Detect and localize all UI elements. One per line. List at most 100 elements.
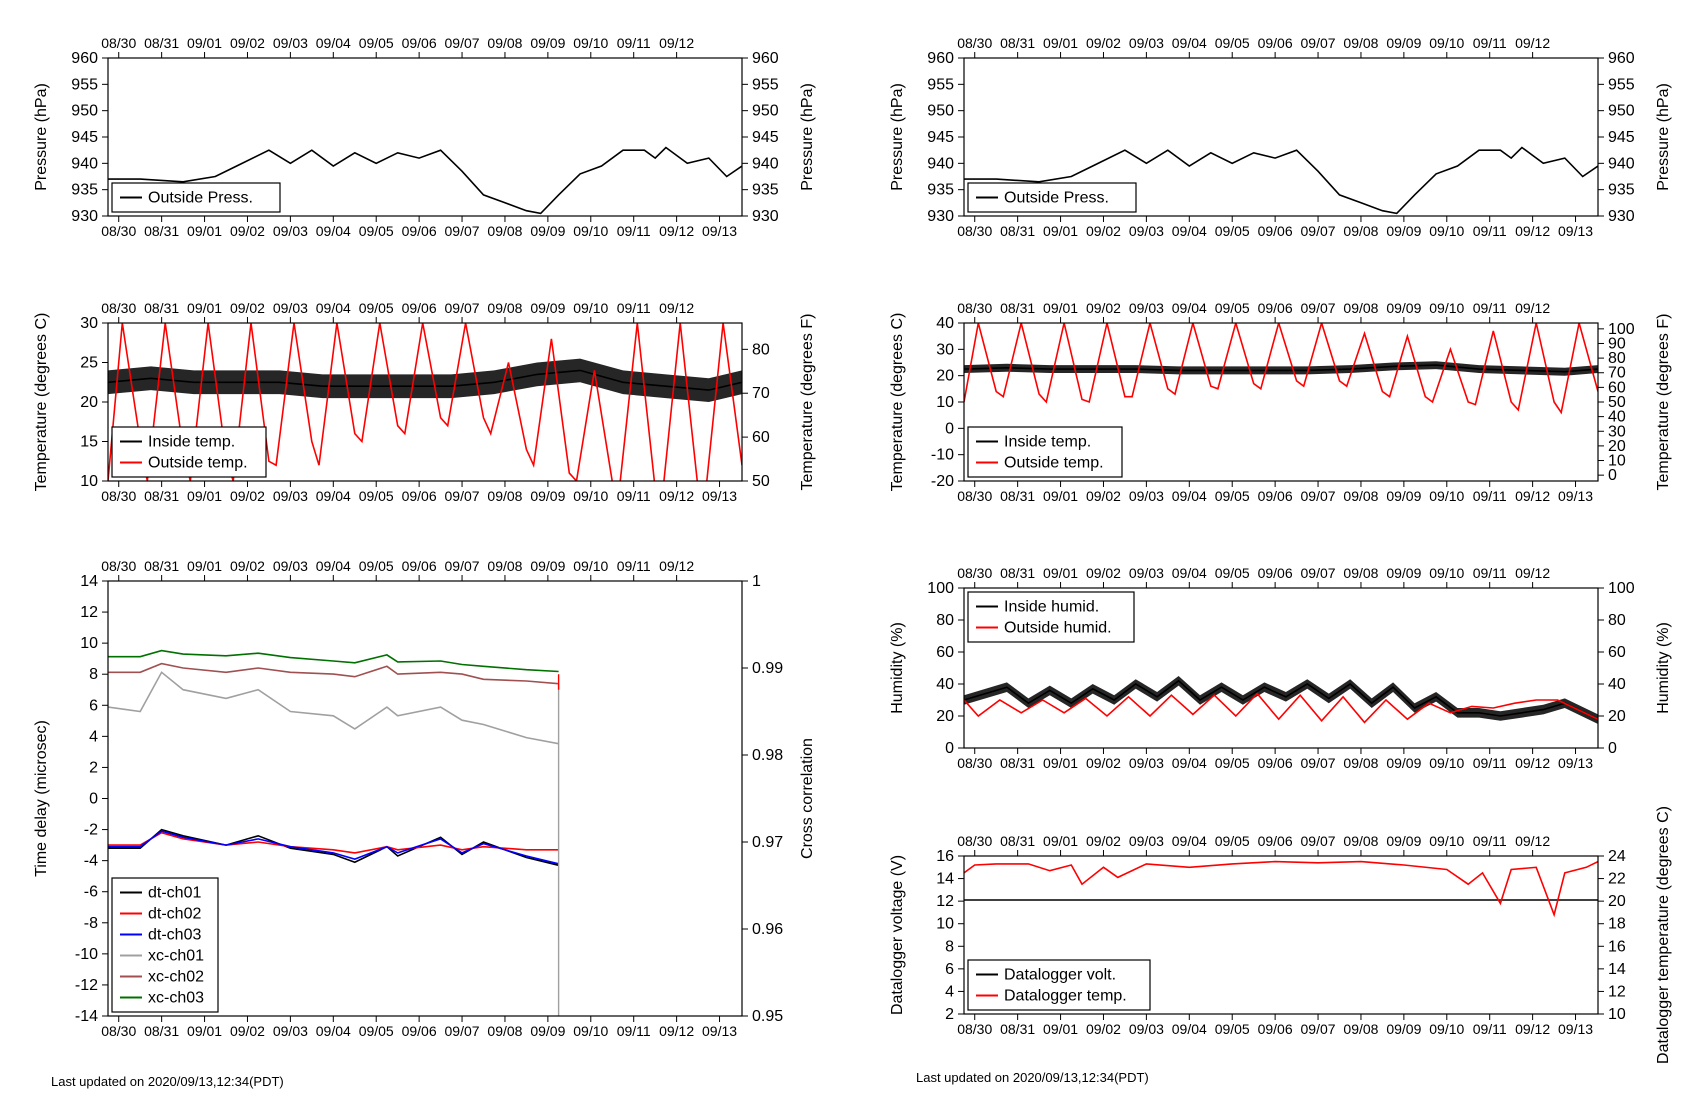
datalogger-legend-label: Datalogger temp. [1004,988,1127,1005]
pressure-right-bottom-tick-label: 09/11 [1473,223,1507,239]
datalogger-top-tick-label: 09/10 [1429,833,1464,849]
temp-right-right-tick-label: 80 [1608,350,1626,367]
temp-right-bottom-tick-label: 08/30 [957,488,992,504]
timedelay-top-tick-label: 09/09 [530,558,565,574]
timedelay-top-tick-label: 09/11 [617,558,651,574]
humidity-top-tick-label: 09/07 [1301,565,1336,581]
temp-left-top-tick-label: 09/04 [316,300,351,316]
temp-left-right-tick-label: 80 [752,341,770,358]
humidity-top-tick-label: 09/11 [1473,565,1507,581]
temp-right-bottom-tick-label: 09/05 [1215,488,1250,504]
timedelay-legend: dt-ch01 dt-ch02 dt-ch03 xc-ch01 xc-ch02 xc-ch… [111,877,219,1013]
pressure-right-bottom-tick-label: 08/30 [957,223,992,239]
humidity-top-tick-label: 09/10 [1429,565,1464,581]
timedelay-series-xc-ch02 [108,662,559,685]
timedelay-top-tick-label: 09/10 [573,558,608,574]
pressure-left-left-tick-label: 960 [71,50,98,67]
temp-left-bottom-tick-label: 09/09 [530,488,565,504]
pressure-left-bottom-tick-label: 08/31 [144,223,179,239]
pressure-right-top-tick-label: 09/09 [1386,35,1421,51]
temp-left-top-tick-label: 09/08 [487,300,522,316]
pressure-right-y2label: Pressure (hPa) [1655,83,1672,191]
pressure-left-right-tick-label: 930 [752,208,779,225]
timedelay-left-tick-label: -2 [84,822,98,839]
temp-right-left-tick-label: -10 [931,447,954,464]
pressure-left-right-tick-label: 950 [752,103,779,120]
datalogger-left-tick-label: 4 [945,983,954,1000]
temp-right-legend-label: Inside temp. [1004,434,1091,451]
temp-right-right-tick-label: 0 [1608,467,1617,484]
temp-left-legend: Inside temp. Outside temp. [111,426,267,478]
temp-right-top-tick-label: 09/09 [1386,300,1421,316]
pressure-right-bottom-tick-label: 09/08 [1343,223,1378,239]
pressure-right-bottom-tick-label: 09/02 [1086,223,1121,239]
temp-left-bottom-tick-label: 09/13 [702,488,737,504]
humidity-bottom-tick-label: 09/11 [1473,755,1507,771]
temp-right-top-tick-label: 08/30 [957,300,992,316]
temp-right-bottom-tick-label: 09/07 [1301,488,1336,504]
datalogger-right-tick-label: 24 [1608,848,1626,865]
pressure-right-bottom-tick-label: 09/01 [1043,223,1078,239]
humidity-left-tick-label: 20 [936,708,954,725]
timedelay-top-tick-label: 09/05 [359,558,394,574]
pressure-right-bottom-tick-label: 09/10 [1429,223,1464,239]
timedelay-left-tick-label: -14 [75,1008,98,1025]
timedelay-legend-label: xc-ch03 [148,990,204,1007]
temp-right-top-tick-label: 09/12 [1515,300,1550,316]
temp-left-bottom-tick-label: 09/04 [316,488,351,504]
humidity-right-tick-label: 80 [1608,612,1626,629]
timedelay-left-tick-label: 2 [89,759,98,776]
timedelay-left-tick-label: -8 [84,915,98,932]
humidity-bottom-tick-label: 09/12 [1515,755,1550,771]
pressure-left-bottom-tick-label: 09/10 [573,223,608,239]
timedelay-series-xc-ch01 [108,671,559,745]
timedelay-plot-area [108,649,560,1016]
timedelay-top-tick-label: 09/03 [273,558,308,574]
pressure-left-bottom-tick-label: 09/13 [702,223,737,239]
temp-left-right-tick-label: 60 [752,429,770,446]
pressure-left-top-tick-label: 09/06 [402,35,437,51]
datalogger-bottom-tick-label: 09/07 [1301,1021,1336,1037]
datalogger-right-tick-label: 18 [1608,916,1626,933]
datalogger-left-tick-label: 12 [936,893,954,910]
datalogger-bottom-tick-label: 09/13 [1558,1021,1593,1037]
temp-right-left-tick-label: -20 [931,473,954,490]
pressure-right-plot-area [964,146,1598,215]
temp-right-bottom-tick-label: 09/08 [1343,488,1378,504]
humidity-bottom-tick-label: 09/08 [1343,755,1378,771]
humidity-series-inside-humid- [964,679,1598,720]
pressure-left-bottom-tick-label: 09/07 [445,223,480,239]
temp-left-top-tick-label: 09/02 [230,300,265,316]
temp-right-y2label: Temperature (degrees F) [1655,314,1672,491]
datalogger-top-tick-label: 09/02 [1086,833,1121,849]
pressure-right-right-tick-label: 950 [1608,103,1635,120]
datalogger-top-tick-label: 08/30 [957,833,992,849]
footer-right-timestamp: Last updated on 2020/09/13,12:34(PDT) [916,1070,1149,1085]
temp-right-top-tick-label: 09/01 [1043,300,1078,316]
pressure-right-right-tick-label: 955 [1608,76,1635,93]
temp-right-ylabel: Temperature (degrees C) [889,313,906,492]
pressure-left-top-tick-label: 09/10 [573,35,608,51]
pressure-right-legend: Outside Press. [967,182,1137,213]
temp-right-left-tick-label: 20 [936,368,954,385]
pressure-left-top-tick-label: 08/31 [144,35,179,51]
humidity-right-tick-label: 100 [1608,580,1635,597]
temp-right-chart: 08/30 08/31 09/01 09/02 09/03 09/04 09/05 09/06… [889,300,1672,504]
temp-left-legend-label: Inside temp. [148,434,235,451]
pressure-right-top-tick-label: 09/07 [1301,35,1336,51]
timedelay-right-tick-label: 0.96 [752,921,783,938]
datalogger-bottom-tick-label: 09/04 [1172,1021,1207,1037]
temp-left-top-tick-label: 09/03 [273,300,308,316]
humidity-frame [963,587,1599,749]
pressure-left-right-tick-label: 940 [752,155,779,172]
temp-left-bottom-tick-label: 09/12 [659,488,694,504]
humidity-top-tick-label: 09/12 [1515,565,1550,581]
temp-right-top-tick-label: 09/02 [1086,300,1121,316]
pressure-left-series-outside-press- [108,146,742,215]
datalogger-bottom-tick-label: 08/30 [957,1021,992,1037]
datalogger-top-tick-label: 09/07 [1301,833,1336,849]
timedelay-legend-label: dt-ch02 [148,906,201,923]
timedelay-bottom-tick-label: 09/07 [445,1023,480,1039]
humidity-series-outside-humid- [964,692,1598,724]
datalogger-top-tick-label: 08/31 [1000,833,1035,849]
